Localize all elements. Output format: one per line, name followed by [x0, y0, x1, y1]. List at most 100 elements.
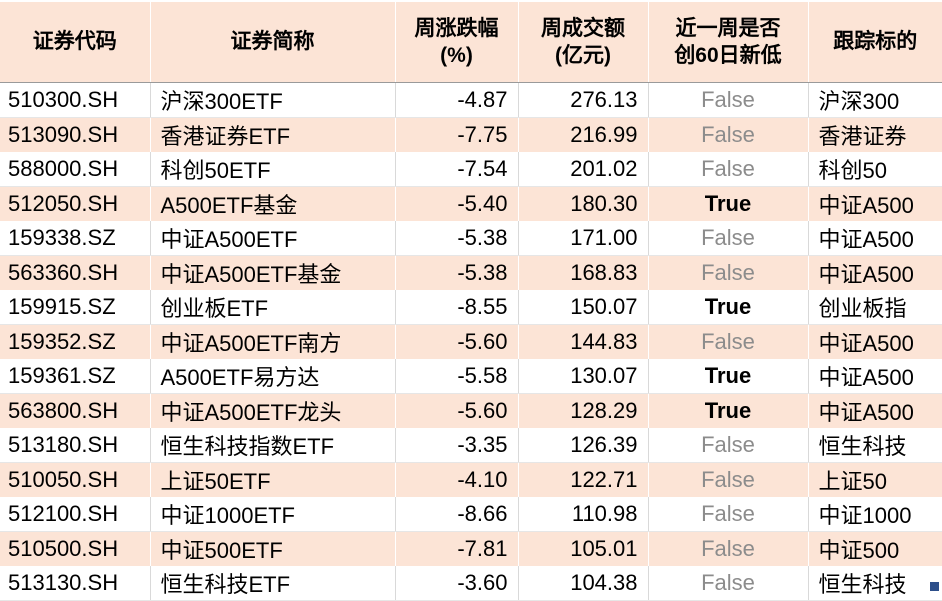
cell-change: -7.75 [395, 117, 519, 152]
cell-code: 159361.SZ [0, 359, 151, 394]
cell-change: -5.60 [395, 393, 519, 428]
cell-code: 563360.SH [0, 255, 151, 290]
table-header: 证券代码 证券简称 周涨跌幅 (%) 周成交额 (亿元) 近一周是否 创60日新低 跟踪标的 [0, 0, 942, 83]
cell-turnover: 180.30 [518, 186, 649, 221]
cell-target: 科创50 [808, 152, 942, 187]
cell-name: 中证1000ETF [150, 497, 396, 532]
cell-code: 588000.SH [0, 152, 151, 187]
cell-name: 恒生科技指数ETF [150, 428, 396, 463]
cell-new_low: False [648, 152, 809, 187]
cell-target: 创业板指 [808, 290, 942, 325]
cell-target: 中证A500 [808, 359, 942, 394]
column-header-change: 周涨跌幅 (%) [395, 0, 519, 83]
cell-turnover: 171.00 [518, 221, 649, 256]
cell-code: 159352.SZ [0, 324, 151, 359]
cell-code: 512050.SH [0, 186, 151, 221]
table-row: 513090.SH 香港证券ETF -7.75 216.99 False 香港证券 [0, 117, 942, 152]
cell-change: -5.58 [395, 359, 519, 394]
cell-name: 香港证券ETF [150, 117, 396, 152]
cell-new_low: False [648, 324, 809, 359]
column-header-name: 证券简称 [150, 0, 396, 83]
cell-target: 中证500 [808, 531, 942, 566]
cell-new_low: False [648, 428, 809, 463]
table-row: 588000.SH 科创50ETF -7.54 201.02 False 科创50 [0, 152, 942, 187]
cell-code: 510050.SH [0, 462, 151, 497]
cell-new_low: False [648, 497, 809, 532]
cell-turnover: 276.13 [518, 82, 649, 118]
cell-turnover: 144.83 [518, 324, 649, 359]
table-row: 513180.SH 恒生科技指数ETF -3.35 126.39 False 恒生科技 [0, 428, 942, 463]
table-row: 513130.SH 恒生科技ETF -3.60 104.38 False 恒生科技 [0, 566, 942, 601]
cell-change: -7.54 [395, 152, 519, 187]
table-row: 512100.SH 中证1000ETF -8.66 110.98 False 中证1000 [0, 497, 942, 532]
cell-target: 中证1000 [808, 497, 942, 532]
cell-code: 159915.SZ [0, 290, 151, 325]
cell-target: 上证50 [808, 462, 942, 497]
cell-turnover: 201.02 [518, 152, 649, 187]
column-header-target: 跟踪标的 [808, 0, 942, 83]
cell-turnover: 128.29 [518, 393, 649, 428]
table-row: 159338.SZ 中证A500ETF -5.38 171.00 False 中证A500 [0, 221, 942, 256]
cell-change: -5.60 [395, 324, 519, 359]
cell-turnover: 110.98 [518, 497, 649, 532]
table-row: 159352.SZ 中证A500ETF南方 -5.60 144.83 False 中证A5… [0, 324, 942, 359]
cell-target: 恒生科技 [808, 566, 942, 601]
cell-new_low: True [648, 186, 809, 221]
selection-fill-handle [930, 582, 939, 591]
column-header-turnover: 周成交额 (亿元) [518, 0, 649, 83]
cell-name: 上证50ETF [150, 462, 396, 497]
cell-turnover: 122.71 [518, 462, 649, 497]
table-row: 159915.SZ 创业板ETF -8.55 150.07 True 创业板指 [0, 290, 942, 325]
cell-target: 中证A500 [808, 255, 942, 290]
cell-target: 沪深300 [808, 82, 942, 118]
table-row: 159361.SZ A500ETF易方达 -5.58 130.07 True 中证A500 [0, 359, 942, 394]
table-row: 563360.SH 中证A500ETF基金 -5.38 168.83 False 中证A5… [0, 255, 942, 290]
cell-change: -7.81 [395, 531, 519, 566]
cell-target: 中证A500 [808, 221, 942, 256]
cell-change: -5.40 [395, 186, 519, 221]
cell-code: 510500.SH [0, 531, 151, 566]
cell-change: -4.87 [395, 82, 519, 118]
cell-target: 中证A500 [808, 393, 942, 428]
cell-new_low: False [648, 566, 809, 601]
cell-name: 中证A500ETF [150, 221, 396, 256]
cell-new_low: True [648, 393, 809, 428]
table-row: 563800.SH 中证A500ETF龙头 -5.60 128.29 True 中证A50… [0, 393, 942, 428]
cell-change: -4.10 [395, 462, 519, 497]
cell-name: 恒生科技ETF [150, 566, 396, 601]
table-row: 510050.SH 上证50ETF -4.10 122.71 False 上证50 [0, 462, 942, 497]
cell-turnover: 130.07 [518, 359, 649, 394]
cell-change: -5.38 [395, 221, 519, 256]
cell-name: A500ETF基金 [150, 186, 396, 221]
cell-name: 中证500ETF [150, 531, 396, 566]
cell-target: 中证A500 [808, 324, 942, 359]
cell-change: -3.35 [395, 428, 519, 463]
cell-turnover: 105.01 [518, 531, 649, 566]
cell-target: 香港证券 [808, 117, 942, 152]
cell-name: 中证A500ETF南方 [150, 324, 396, 359]
cell-name: A500ETF易方达 [150, 359, 396, 394]
cell-turnover: 168.83 [518, 255, 649, 290]
table-row: 510300.SH 沪深300ETF -4.87 276.13 False 沪深300 [0, 82, 942, 118]
column-header-code: 证券代码 [0, 0, 151, 83]
cell-name: 科创50ETF [150, 152, 396, 187]
cell-code: 513180.SH [0, 428, 151, 463]
cell-new_low: True [648, 359, 809, 394]
cell-name: 中证A500ETF龙头 [150, 393, 396, 428]
cell-code: 159338.SZ [0, 221, 151, 256]
cell-change: -3.60 [395, 566, 519, 601]
cell-code: 513130.SH [0, 566, 151, 601]
cell-name: 沪深300ETF [150, 82, 396, 118]
cell-new_low: False [648, 221, 809, 256]
cell-turnover: 126.39 [518, 428, 649, 463]
table-row: 510500.SH 中证500ETF -7.81 105.01 False 中证500 [0, 531, 942, 566]
cell-new_low: True [648, 290, 809, 325]
cell-turnover: 216.99 [518, 117, 649, 152]
cell-code: 513090.SH [0, 117, 151, 152]
table-row: 512050.SH A500ETF基金 -5.40 180.30 True 中证A500 [0, 186, 942, 221]
cell-code: 512100.SH [0, 497, 151, 532]
header-row: 证券代码 证券简称 周涨跌幅 (%) 周成交额 (亿元) 近一周是否 创60日新低 跟踪标的 [0, 0, 942, 83]
column-header-new_low: 近一周是否 创60日新低 [648, 0, 809, 83]
